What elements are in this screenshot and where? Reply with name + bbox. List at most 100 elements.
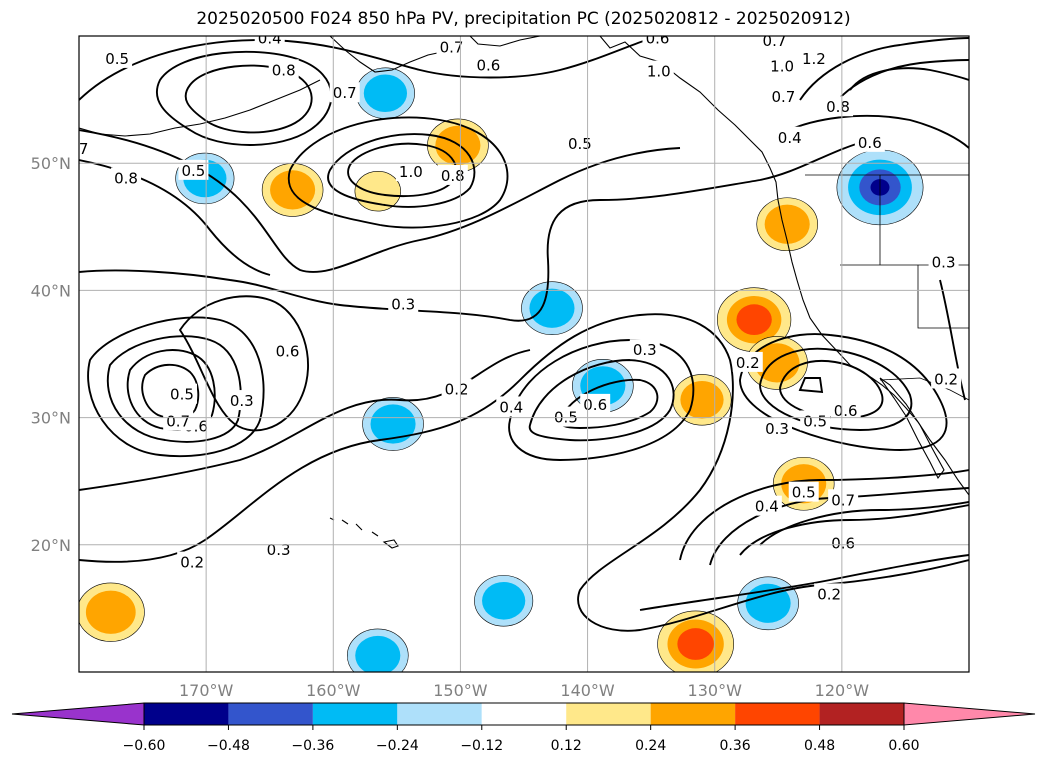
contour-label-bg xyxy=(928,251,959,272)
precip-pc-shade xyxy=(529,288,575,328)
pv-contour-label: 0.7 xyxy=(440,38,464,56)
pv-contour-label: 0.6 xyxy=(831,535,855,553)
pv-contour-label: 0.4 xyxy=(258,30,282,48)
pv-contour-0.2-main xyxy=(79,313,969,632)
colorbar-outline xyxy=(143,702,905,726)
pv-contour-label: 0.7 xyxy=(166,412,190,430)
colorbar-extend-max xyxy=(903,702,1036,726)
pv-contour-label: 0.5 xyxy=(568,135,592,153)
lat-tick-label: 20°N xyxy=(31,536,71,555)
precip-pc-shade xyxy=(482,581,526,620)
hawaii-islands xyxy=(329,517,399,549)
pv-contour-label: 0.3 xyxy=(267,541,291,559)
contour-label-bg xyxy=(759,36,790,51)
colorbar-segment xyxy=(735,703,820,725)
pv-contour-label: 0.3 xyxy=(391,295,415,313)
pv-contour-label: 1.0 xyxy=(647,63,671,81)
precip-pc-shade xyxy=(764,204,810,244)
coastlines xyxy=(79,36,969,549)
contour-label-bg xyxy=(642,36,673,48)
pv-contour-label: 0.3 xyxy=(932,253,956,271)
pv-contour-label: 0.5 xyxy=(170,386,194,404)
colorbar-tick-label: −0.48 xyxy=(207,738,250,754)
lat-tick-label: 50°N xyxy=(31,154,71,173)
contour-label-bg xyxy=(395,161,426,182)
pv-contour-label: 0.2 xyxy=(736,354,760,372)
pv-contour-0.4-central xyxy=(508,339,695,461)
pv-contour-0.4-north xyxy=(79,36,661,101)
contour-label-bg xyxy=(329,82,360,103)
lon-tick-label: 150°W xyxy=(433,681,488,700)
contour-label-bg xyxy=(272,340,303,361)
pv-contour-label: 0.2 xyxy=(817,585,841,603)
contour-label-bg xyxy=(788,481,819,502)
pv-contour-0.4-south-east xyxy=(679,469,969,561)
pv-contour-0.2-south-east xyxy=(639,554,969,611)
pv-contour-1.0-northeast xyxy=(849,67,969,91)
contour-label-bg xyxy=(102,47,133,68)
contour-label-bg xyxy=(226,390,257,411)
pv-contour-0.6-west-lows xyxy=(106,335,242,443)
colorbar-tick-label: 0.48 xyxy=(804,738,835,754)
contour-label-bg xyxy=(767,55,798,76)
colorbar-segment xyxy=(650,703,736,725)
contour-label-bg xyxy=(550,406,581,427)
pv-contour-1.0-ring-2 xyxy=(184,64,313,134)
colorbar-segment xyxy=(481,703,567,725)
pv-contour-label: 1.0 xyxy=(399,163,423,181)
pv-contour-labels: 0.5 0.4 0.7 0.8 0.5 0.8 0.7 0.7 0.6 1.0 0.8 0.5 0.6 1… xyxy=(65,30,962,604)
colorbar-tick-label: 0.36 xyxy=(720,738,751,754)
contour-label-bg xyxy=(163,410,194,431)
colorbar-segment xyxy=(312,703,398,725)
pv-contour-label: 0.3 xyxy=(633,341,657,359)
contour-label-bg xyxy=(473,54,504,75)
colorbar-segment xyxy=(144,703,229,725)
pv-contour-0.7-west-lows xyxy=(126,349,216,431)
pv-contour-label: 0.4 xyxy=(755,498,779,516)
precip-pc-shade xyxy=(736,304,772,336)
pv-contour-label: 0.5 xyxy=(803,412,827,430)
pv-contour-label: 0.4 xyxy=(778,129,802,147)
aleutian-islands xyxy=(79,79,321,137)
map-frame xyxy=(78,35,970,673)
contour-label-bg xyxy=(828,489,859,510)
pv-contour-label: 0.6 xyxy=(476,56,500,74)
precip-pc-shade xyxy=(354,170,401,212)
colorbar-tick-label: −0.60 xyxy=(123,738,166,754)
north-america-coast xyxy=(469,36,969,496)
chart-title: 2025020500 F024 850 hPa PV, precipitatio… xyxy=(196,9,851,29)
pv-contour-label: 0.2 xyxy=(180,554,204,572)
contour-label-bg xyxy=(496,396,527,417)
lon-tick-label: 130°W xyxy=(688,681,743,700)
pv-contour-0.8-northeast xyxy=(829,59,969,111)
contour-label-bg xyxy=(436,36,467,57)
pv-contour-0.6-south-east xyxy=(739,504,969,556)
pv-contour-lines xyxy=(79,36,969,632)
colorbar-segment xyxy=(819,703,904,725)
precip-pc-shade xyxy=(355,635,401,672)
pv-contour-0.3-west xyxy=(79,139,871,322)
colorbar-segment xyxy=(228,703,313,725)
pv-contour-label: 0.8 xyxy=(826,98,850,116)
pv-contour-label: 0.7 xyxy=(333,84,357,102)
pv-contour-0.7-northeast xyxy=(799,37,969,101)
contour-label-bg xyxy=(798,47,829,68)
lon-tick-label: 140°W xyxy=(560,681,615,700)
contour-label-bg xyxy=(854,131,885,152)
contour-label-bg xyxy=(762,418,793,439)
colorbar-extend-min xyxy=(11,702,145,726)
contour-label-bg xyxy=(79,138,92,159)
pv-contour-label: 0.6 xyxy=(858,134,882,152)
pv-contour-label: 0.3 xyxy=(765,420,789,438)
colorbar-tick-label: −0.36 xyxy=(291,738,334,754)
pv-contour-label: 0.6 xyxy=(834,402,858,420)
pv-contour-label: 0.6 xyxy=(583,396,607,414)
contour-label-bg xyxy=(111,167,142,188)
pv-contour-label: 0.4 xyxy=(499,398,523,416)
pv-contour-label: 0.7 xyxy=(65,140,89,158)
pv-contour-label: 0.3 xyxy=(230,392,254,410)
contour-label-bg xyxy=(268,59,299,80)
pv-contour-0.8-ring-2 xyxy=(155,50,333,146)
contour-label-bg xyxy=(254,36,285,48)
